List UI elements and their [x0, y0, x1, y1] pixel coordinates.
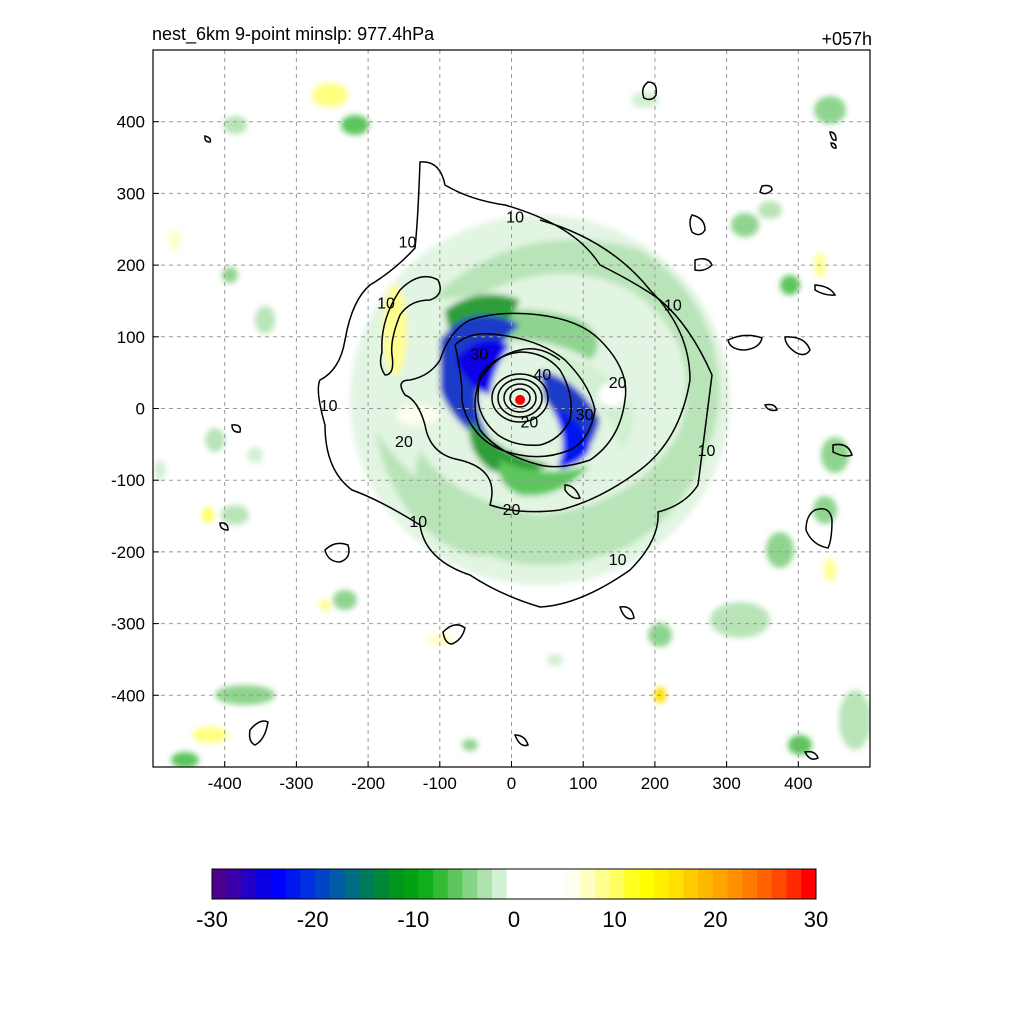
colorbar-swatch	[477, 869, 493, 899]
contour-label: 20	[503, 502, 521, 519]
x-tick-label: 300	[712, 774, 740, 793]
x-axis: -400 -300 -200 -100 0 100 200 300 400	[208, 761, 812, 793]
colorbar-swatch	[698, 869, 714, 899]
contour-label: 30	[470, 346, 488, 363]
colorbar-swatch	[491, 869, 508, 899]
colorbar-swatch	[801, 869, 817, 899]
colorbar-swatch	[241, 869, 257, 899]
shaded-field	[154, 83, 870, 767]
colorbar-swatch	[403, 869, 419, 899]
contour-label: 10	[664, 298, 682, 315]
colorbar-frame	[211, 868, 817, 900]
y-tick-label: 300	[117, 184, 145, 203]
colorbar-tick-label: 30	[804, 907, 828, 932]
colorbar-swatch	[506, 869, 522, 899]
contour-labels: 10 10 10 10 10 10 10 10 20 20 20 20 30 30 40	[320, 209, 716, 569]
colorbar-swatch	[580, 869, 596, 899]
y-tick-label: 400	[117, 113, 145, 132]
colorbar-swatch	[418, 869, 434, 899]
x-tick-label: -300	[279, 774, 313, 793]
y-tick-label: 0	[136, 400, 145, 419]
contour-label: 20	[395, 434, 413, 451]
colorbar-swatch	[653, 869, 670, 899]
colorbar-swatch	[712, 869, 729, 899]
colorbar-swatch	[329, 869, 346, 899]
colorbar-tick-label: -10	[397, 907, 429, 932]
contour-label: 10	[506, 209, 524, 226]
colorbar-swatch	[595, 869, 611, 899]
colorbar-swatch	[285, 869, 301, 899]
plot-area: 10 10 10 10 10 10 10 10 20 20 20 20 30 30 40	[153, 50, 870, 767]
colorbar-swatch	[521, 869, 537, 899]
colorbar-swatch	[771, 869, 788, 899]
colorbar-swatch	[757, 869, 773, 899]
colorbar-swatch	[727, 869, 743, 899]
colorbar-swatch	[786, 869, 802, 899]
colorbar-tick-label: 0	[508, 907, 520, 932]
x-tick-label: 200	[641, 774, 669, 793]
forecast-hour-label: +057h	[821, 29, 872, 49]
chart-title: nest_6km 9-point minslp: 977.4hPa	[152, 24, 435, 45]
colorbar-swatch	[462, 869, 478, 899]
colorbar-swatch	[550, 869, 567, 899]
contour-label: 20	[609, 375, 627, 392]
colorbar-swatch	[315, 869, 331, 899]
colorbar-swatch	[683, 869, 699, 899]
contour-label: 10	[409, 514, 427, 531]
x-tick-label: 100	[569, 774, 597, 793]
x-tick-label: 400	[784, 774, 812, 793]
colorbar-swatch	[432, 869, 449, 899]
colorbar-swatch	[668, 869, 684, 899]
colorbar-swatch	[742, 869, 758, 899]
contour-label: 10	[609, 552, 627, 569]
contours	[204, 81, 853, 760]
colorbar-swatch	[447, 869, 463, 899]
colorbar-swatch	[388, 869, 405, 899]
contour-label: 10	[320, 398, 338, 415]
y-tick-label: -400	[111, 686, 145, 705]
colorbar-tick-label: -30	[196, 907, 228, 932]
colorbar-swatch	[609, 869, 625, 899]
y-axis: 400 300 200 100 0 -100 -200 -300 -400	[111, 113, 159, 705]
colorbar-swatch	[256, 869, 272, 899]
colorbar	[211, 868, 817, 900]
contour-label: 10	[399, 234, 417, 251]
y-tick-label: -100	[111, 471, 145, 490]
colorbar-swatch	[374, 869, 390, 899]
colorbar-tick-label: -20	[297, 907, 329, 932]
colorbar-swatch	[300, 869, 316, 899]
colorbar-tick-label: 20	[703, 907, 727, 932]
colorbar-swatch	[565, 869, 581, 899]
x-tick-label: -200	[351, 774, 385, 793]
contour-label: 10	[698, 443, 716, 460]
y-tick-label: 100	[117, 328, 145, 347]
colorbar-swatch	[359, 869, 375, 899]
storm-center-marker	[515, 394, 526, 405]
colorbar-swatch	[344, 869, 360, 899]
contour-label: 10	[377, 295, 395, 312]
contour-label: 30	[576, 407, 594, 424]
colorbar-swatch	[226, 869, 242, 899]
x-tick-label: -400	[208, 774, 242, 793]
y-tick-label: -200	[111, 543, 145, 562]
contour-label: 40	[533, 367, 551, 384]
contour-label: 20	[521, 414, 539, 431]
colorbar-swatch	[639, 869, 655, 899]
colorbar-swatch	[536, 869, 552, 899]
y-tick-label: 200	[117, 256, 145, 275]
y-tick-label: -300	[111, 615, 145, 634]
x-tick-label: 0	[507, 774, 516, 793]
colorbar-swatch	[624, 869, 640, 899]
colorbar-ticks: -30 -20 -10 0 10 20 30	[196, 907, 828, 932]
x-tick-label: -100	[423, 774, 457, 793]
colorbar-swatch	[212, 869, 228, 899]
colorbar-tick-label: 10	[602, 907, 626, 932]
colorbar-swatch	[270, 869, 287, 899]
